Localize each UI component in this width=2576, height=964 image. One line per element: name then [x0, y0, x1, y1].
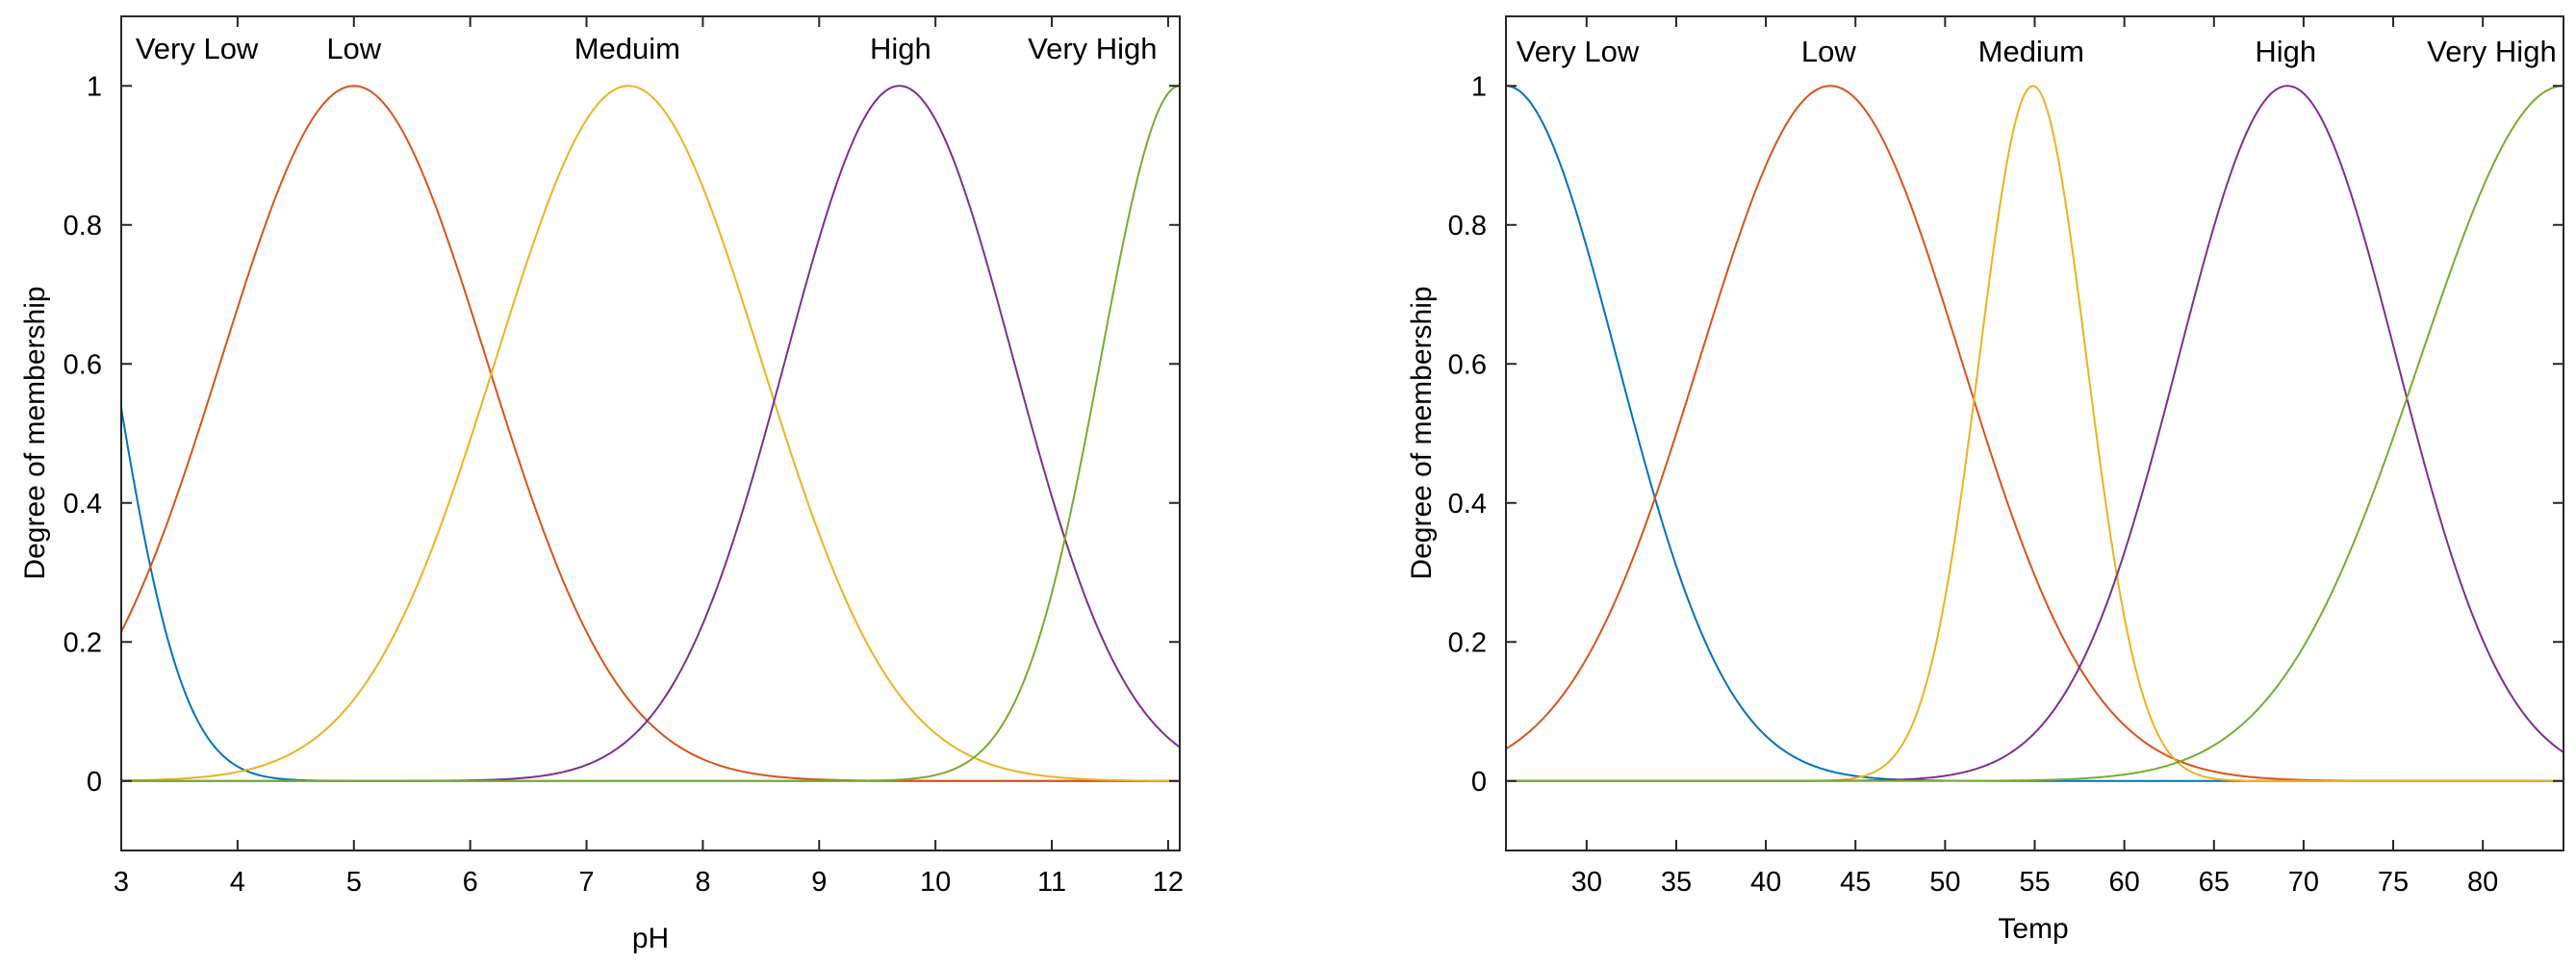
temp-mf-label-medium: Medium [1978, 35, 2084, 68]
temp-x-tick-label: 80 [2467, 867, 2498, 898]
ph-y-tick-label: 0.2 [64, 627, 102, 658]
temp-y-tick-label: 1 [1471, 71, 1487, 102]
ph-mf-label-high: High [870, 32, 931, 65]
temp-y-tick-label: 0.8 [1448, 211, 1487, 241]
ph-y-tick-label: 0.4 [64, 489, 102, 520]
temp-mf-label-high: High [2255, 35, 2316, 68]
ph-mf-label-meduim: Meduim [574, 32, 680, 65]
temp-y-axis-label: Degree of membership [1406, 286, 1438, 579]
temp-axes-box [1505, 15, 2564, 851]
ph-y-tick-label: 0 [87, 767, 102, 798]
temp-x-tick-label: 75 [2378, 867, 2409, 898]
temp-x-tick-label: 70 [2288, 867, 2319, 898]
temp-x-tick-label: 40 [1750, 867, 1781, 898]
temp-mf-label-low: Low [1801, 35, 1856, 68]
ph-membership-chart: pH Degree of membership 3 4 5 6 7 8 9 10 11 12 0 0.… [19, 15, 1184, 954]
ph-x-tick-label: 10 [920, 867, 951, 898]
temp-y-tick-label: 0.2 [1448, 627, 1487, 658]
ph-x-tick-label: 12 [1153, 867, 1184, 898]
ph-x-tick-label: 8 [695, 867, 710, 898]
temp-series-very-high [1506, 85, 2564, 782]
temp-x-tick-label: 60 [2109, 867, 2140, 898]
ph-y-tick-label: 0.8 [64, 211, 102, 241]
ph-axes-box [120, 15, 1181, 851]
temp-mf-label-very-low: Very Low [1517, 35, 1640, 68]
temp-series-medium [1506, 85, 2563, 782]
temp-series-high [1506, 85, 2564, 782]
ph-mf-label-very-low: Very Low [136, 32, 259, 65]
temp-membership-chart: Temp Degree of membership 30 35 40 45 50 55 60… [1406, 15, 2564, 945]
ph-mf-label-low: Low [326, 32, 381, 65]
ph-series-meduim [120, 85, 1181, 782]
ph-x-tick-label: 4 [230, 867, 245, 898]
temp-y-tick-label: 0 [1471, 767, 1487, 798]
ph-y-axis-label: Degree of membership [19, 286, 51, 579]
temp-x-tick-label: 30 [1571, 867, 1602, 898]
temp-y-tick-label: 0.6 [1448, 349, 1487, 380]
ph-x-tick-label: 6 [463, 867, 478, 898]
temp-series-very-low [1505, 85, 2563, 782]
ph-x-tick-label: 7 [578, 867, 594, 898]
ph-x-axis-label: pH [632, 923, 669, 954]
ph-series-low [120, 85, 1180, 782]
temp-x-tick-label: 65 [2199, 867, 2230, 898]
ph-y-tick-label: 0.6 [64, 349, 102, 380]
temp-x-tick-label: 35 [1661, 867, 1692, 898]
ph-x-tick-label: 5 [346, 867, 362, 898]
ph-series-high [121, 85, 1181, 782]
temp-x-tick-label: 50 [1929, 867, 1960, 898]
temp-series-low [1505, 85, 2563, 782]
ph-series-very-high [121, 85, 1181, 782]
ph-x-tick-label: 3 [114, 867, 129, 898]
temp-mf-label-very-high: Very High [2427, 35, 2556, 68]
ph-x-tick-label: 9 [811, 867, 827, 898]
ph-y-tick-label: 1 [87, 71, 102, 102]
ph-mf-label-very-high: Very High [1028, 32, 1157, 65]
ph-x-tick-label: 11 [1037, 867, 1066, 898]
temp-x-tick-label: 45 [1840, 867, 1871, 898]
temp-x-axis-label: Temp [1998, 913, 2068, 945]
temp-y-tick-label: 0.4 [1448, 489, 1487, 520]
temp-x-tick-label: 55 [2019, 867, 2050, 898]
